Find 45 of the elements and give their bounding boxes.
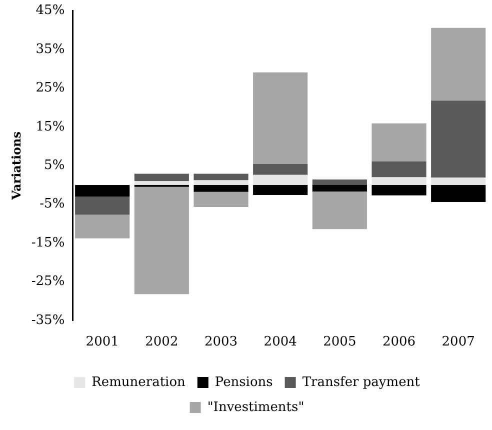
y-tick-label: 25% <box>36 80 65 96</box>
bar <box>134 181 189 185</box>
x-tick-label: 2006 <box>382 334 416 350</box>
legend-label: Pensions <box>214 374 273 390</box>
x-tick-label: 2004 <box>264 334 297 350</box>
bar <box>372 184 426 196</box>
y-tick-label: 5% <box>44 158 65 173</box>
bar <box>194 184 248 192</box>
y-tick-label: -5% <box>40 196 65 212</box>
bar <box>431 178 486 185</box>
y-tick-label: 15% <box>36 119 65 134</box>
bar <box>134 174 189 182</box>
y-axis-title: Variations <box>9 131 24 201</box>
bar <box>372 123 426 162</box>
x-tick-label: 2001 <box>86 334 119 350</box>
x-tick-label: 2002 <box>145 334 178 350</box>
y-tick-label: 45% <box>36 3 65 18</box>
bar <box>372 177 426 185</box>
bar <box>253 72 308 164</box>
bar <box>253 174 308 185</box>
bar <box>253 164 308 175</box>
bar <box>75 214 130 238</box>
legend-label: "Investiments" <box>207 400 304 415</box>
bar <box>194 174 248 180</box>
y-tick-label: -25% <box>31 274 65 290</box>
bar <box>431 184 486 202</box>
bar <box>431 100 486 178</box>
legend-label: Transfer payment <box>302 374 421 390</box>
x-tick-label: 2005 <box>323 334 356 350</box>
bar <box>312 180 367 185</box>
bar <box>431 28 486 101</box>
bar <box>75 196 130 215</box>
bar <box>312 192 367 230</box>
y-tick-label: -35% <box>31 312 65 328</box>
legend-label: Remuneration <box>92 374 186 390</box>
bar <box>253 184 308 196</box>
y-tick-label: -15% <box>31 235 65 250</box>
bar <box>194 180 248 185</box>
x-tick-label: 2003 <box>204 334 238 350</box>
bar <box>312 184 367 192</box>
y-tick-label: 35% <box>36 42 65 57</box>
bar <box>134 186 189 294</box>
x-tick-label: 2007 <box>442 334 475 350</box>
bar <box>372 161 426 178</box>
bar <box>194 192 248 208</box>
